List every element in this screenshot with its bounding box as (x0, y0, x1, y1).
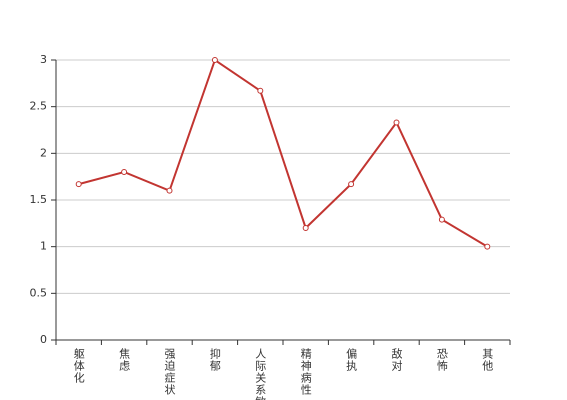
x-tick-label: 焦虑 (118, 348, 131, 372)
x-tick-label: 其他 (481, 348, 494, 372)
point (121, 169, 128, 175)
point (348, 181, 355, 188)
x-tick-label: 抑郁 (208, 347, 221, 372)
y-tick-label: 0.5 (30, 286, 48, 299)
y-tick-label: 0 (40, 333, 47, 346)
y-tick-label: 2 (40, 146, 47, 159)
point (166, 187, 173, 194)
point (302, 225, 309, 231)
point (257, 87, 264, 94)
x-tick-label: 精神病性 (299, 348, 312, 396)
x-tick-label: 强迫症状 (163, 348, 176, 396)
y-tick-label: 1.5 (30, 193, 48, 206)
x-tick-label: 躯体化 (72, 348, 85, 384)
line (78, 58, 488, 248)
y-tick-label: 2.5 (30, 100, 48, 113)
y-tick-label: 1 (40, 240, 47, 253)
x-tick-label: 恐怖 (435, 348, 448, 372)
point (75, 181, 82, 188)
point (484, 243, 491, 250)
x-tick-label: 偏执 (345, 347, 358, 372)
point (211, 57, 218, 63)
x-tick-label: 敌对 (390, 347, 403, 372)
x-tick-label: 人际关系敏感 (254, 348, 267, 400)
point (393, 119, 400, 126)
y-tick-label: 3 (40, 53, 47, 66)
point (438, 216, 445, 223)
